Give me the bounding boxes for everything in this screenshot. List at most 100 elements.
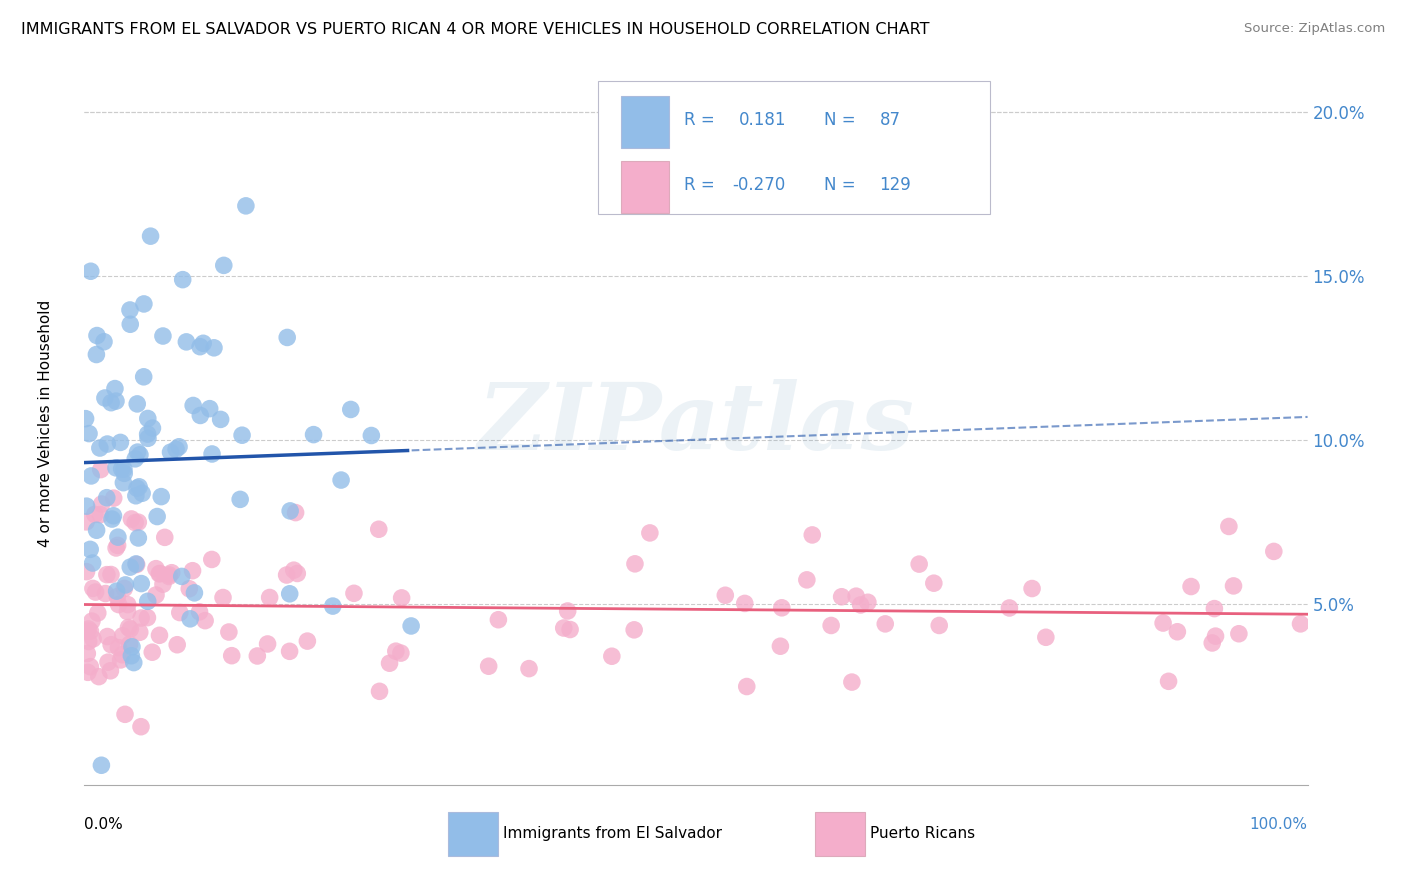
Point: [148, 566, 170, 581]
Point: [82, 582, 104, 596]
Point: [120, 648, 142, 663]
Point: [76, 647, 98, 661]
Point: [170, 569, 193, 583]
Point: [285, 566, 308, 581]
Point: [1218, 519, 1240, 533]
Point: [139, 229, 162, 244]
Point: [229, 492, 252, 507]
Point: [96, 567, 118, 582]
Point: [82, 556, 104, 570]
Point: [276, 568, 298, 582]
Point: [148, 628, 170, 642]
Point: [111, 629, 134, 643]
Point: [128, 625, 150, 640]
Point: [339, 402, 361, 417]
Point: [276, 330, 298, 344]
Point: [89, 441, 111, 455]
Point: [201, 447, 224, 461]
Point: [160, 566, 183, 580]
Point: [1263, 544, 1285, 558]
Point: [124, 516, 146, 530]
Point: [141, 421, 163, 435]
Point: [111, 462, 134, 476]
Point: [111, 648, 134, 662]
Point: [120, 512, 142, 526]
FancyBboxPatch shape: [814, 812, 865, 855]
Point: [141, 645, 163, 659]
Point: [908, 557, 931, 571]
Point: [167, 440, 190, 454]
Point: [845, 589, 868, 603]
Point: [100, 567, 122, 582]
Point: [188, 605, 211, 619]
Point: [86, 523, 108, 537]
Point: [96, 630, 118, 644]
Point: [209, 412, 232, 426]
Point: [110, 653, 132, 667]
Point: [118, 303, 141, 318]
Point: [101, 512, 124, 526]
Point: [145, 588, 167, 602]
Point: [734, 596, 756, 610]
Point: [172, 273, 194, 287]
Point: [86, 328, 108, 343]
Point: [188, 340, 211, 354]
Point: [131, 576, 153, 591]
Point: [100, 395, 122, 409]
Point: [831, 590, 853, 604]
Text: R =: R =: [683, 112, 714, 129]
Point: [201, 552, 224, 566]
Point: [1222, 579, 1244, 593]
Point: [1152, 615, 1174, 630]
Text: 0.0%: 0.0%: [84, 817, 124, 832]
Point: [136, 594, 159, 608]
Point: [145, 562, 167, 576]
FancyBboxPatch shape: [598, 80, 990, 214]
Point: [100, 664, 122, 678]
Point: [820, 618, 842, 632]
Point: [93, 334, 115, 349]
Point: [166, 638, 188, 652]
Point: [77, 634, 100, 648]
Point: [131, 486, 153, 500]
Point: [259, 591, 281, 605]
Point: [849, 598, 872, 612]
Point: [928, 618, 950, 632]
Point: [297, 634, 319, 648]
Text: 129: 129: [880, 177, 911, 194]
Point: [221, 648, 243, 663]
Point: [125, 481, 148, 495]
Point: [89, 508, 111, 522]
Point: [90, 462, 112, 476]
Point: [149, 566, 172, 581]
Point: [188, 409, 211, 423]
Point: [132, 297, 155, 311]
Point: [122, 656, 145, 670]
Point: [769, 639, 792, 653]
Point: [129, 720, 152, 734]
Point: [104, 394, 127, 409]
Point: [100, 638, 122, 652]
Point: [127, 397, 149, 411]
Point: [179, 612, 201, 626]
Point: [1205, 629, 1227, 643]
Point: [714, 588, 737, 602]
Point: [1289, 616, 1312, 631]
Point: [157, 569, 180, 583]
Point: [120, 560, 142, 574]
Point: [1157, 674, 1180, 689]
Point: [136, 427, 159, 442]
Point: [360, 428, 382, 442]
Point: [183, 586, 205, 600]
Point: [638, 525, 661, 540]
Point: [193, 336, 215, 351]
Point: [87, 606, 110, 620]
Point: [118, 637, 141, 651]
Point: [79, 659, 101, 673]
Point: [179, 582, 201, 596]
Point: [96, 491, 118, 505]
Point: [875, 616, 897, 631]
Point: [181, 564, 204, 578]
Point: [127, 531, 149, 545]
Point: [107, 598, 129, 612]
